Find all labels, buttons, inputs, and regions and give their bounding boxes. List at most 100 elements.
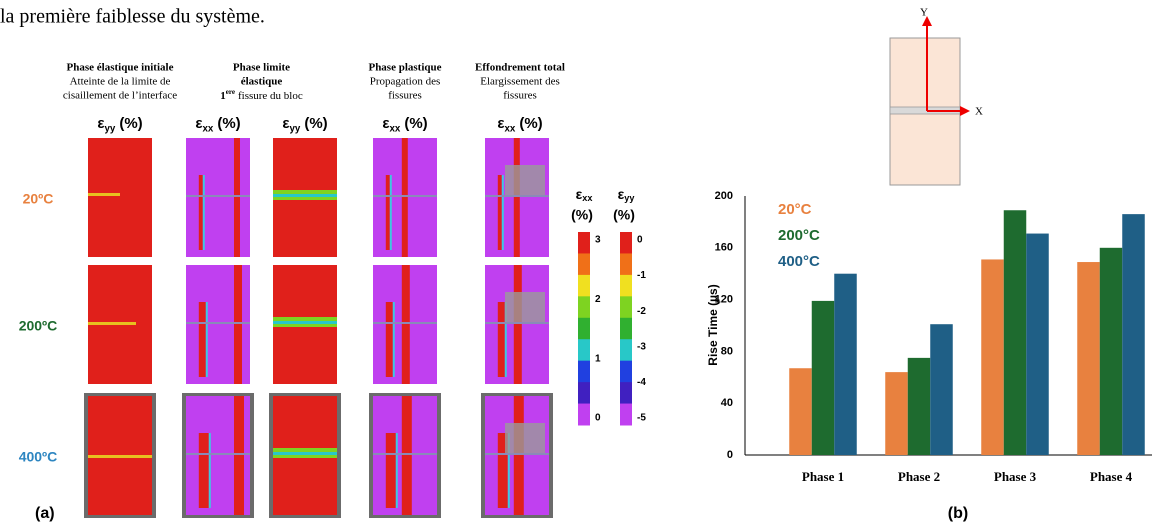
note-rest: fissure du bloc (238, 90, 303, 102)
colorbar-segment (620, 296, 632, 319)
phase-description: Atteinte de la limite de (70, 76, 171, 88)
colorbar-segment (578, 296, 590, 319)
interface-line (485, 322, 549, 324)
crack (198, 433, 209, 508)
y-tick-label: 200 (715, 190, 733, 202)
crack (385, 433, 396, 508)
row-label: 400ºC (19, 449, 58, 465)
bar (1099, 247, 1123, 455)
interface-band (273, 321, 337, 324)
crack (234, 138, 240, 257)
crack (401, 138, 408, 257)
x-tick-label: Phase 2 (898, 469, 940, 484)
colorbar-unit: (%) (613, 207, 635, 223)
colorbar-segment (578, 317, 590, 340)
symbol: ε (618, 186, 625, 202)
crack-edge (501, 175, 504, 250)
bar (789, 368, 812, 455)
symbol: ε (382, 115, 389, 132)
colorbar-segment (578, 232, 590, 254)
phase-description: fissures (503, 90, 537, 102)
crack-edge (389, 175, 392, 250)
panel-label: (b) (948, 505, 968, 522)
subscript: xx (202, 123, 213, 134)
crack (385, 302, 393, 377)
note-sup: ere (226, 88, 235, 96)
colorbar-segment (620, 317, 632, 340)
crack-edge (208, 433, 211, 508)
symbol: ε (195, 115, 202, 132)
crack-edge (395, 433, 398, 508)
crack-edge (507, 433, 510, 508)
bar (1077, 262, 1100, 455)
unit: (%) (217, 115, 240, 132)
unit: (%) (404, 115, 427, 132)
interface-band (273, 194, 337, 197)
y-tick-label: 160 (715, 242, 733, 254)
strain-label: εyy (%) (97, 115, 142, 134)
crack (497, 433, 508, 508)
symbol: ε (576, 186, 583, 202)
phase-description: fissures (388, 90, 422, 102)
colorbar-segment (620, 232, 632, 254)
damaged-zone (505, 423, 545, 453)
colorbar-tick-label: -3 (637, 341, 646, 352)
colorbar-tick-label: -2 (637, 306, 646, 317)
subscript: xx (504, 123, 515, 134)
interface-line (485, 195, 549, 197)
x-tick-label: Phase 1 (802, 469, 844, 484)
arrow-head (922, 16, 932, 26)
symbol: ε (497, 115, 504, 132)
subscript: xx (582, 194, 592, 204)
colorbar-segment (578, 339, 590, 362)
crack (401, 396, 412, 515)
x-tick-label: Phase 4 (1090, 469, 1133, 484)
bar (981, 259, 1004, 455)
bar (1122, 214, 1145, 455)
phase-title: Phase élastique initiale (67, 62, 174, 74)
unit: (%) (519, 115, 542, 132)
colorbar-segment (620, 360, 632, 383)
y-axis-label: Rise Time (µs) (706, 284, 720, 365)
subscript: yy (104, 123, 115, 134)
symbol: ε (97, 115, 104, 132)
y-tick-label: 120 (715, 294, 733, 306)
interface-streak (88, 193, 120, 196)
phase-description: Propagation des (370, 76, 441, 88)
legend-entry: 200°C (778, 227, 820, 244)
phase-description: 1ere fissure du bloc (220, 88, 303, 102)
colorbar-segment (578, 274, 590, 297)
interface-line (186, 453, 250, 455)
body-text: la première faiblesse du système. (0, 6, 265, 28)
crack (234, 265, 242, 384)
phase-title: Effondrement total (475, 62, 565, 74)
bar (885, 372, 908, 455)
panel-label: (a) (35, 505, 55, 522)
colorbar-tick-label: 0 (637, 235, 643, 246)
crack (513, 265, 522, 384)
strain-label: εyy (%) (282, 115, 327, 134)
phase-description: Elargissement des (480, 76, 560, 88)
strain-map (88, 138, 152, 257)
y-tick-label: 80 (721, 345, 733, 357)
axis-name: Y (920, 7, 928, 19)
interface-line (373, 453, 437, 455)
interface-line (186, 322, 250, 324)
arrow-head (960, 106, 970, 116)
colorbar-tick-label: 1 (595, 353, 601, 364)
interface-line (373, 322, 437, 324)
crack (497, 302, 505, 377)
y-tick-label: 0 (727, 449, 733, 461)
phase-title: Phase plastique (368, 62, 441, 74)
row-label: 200ºC (19, 318, 58, 334)
x-tick-label: Phase 3 (994, 469, 1037, 484)
crack (513, 396, 524, 515)
interface-line (485, 453, 549, 455)
colorbar-segment (578, 382, 590, 405)
interface-streak (88, 455, 152, 458)
colorbar-tick-label: 3 (595, 235, 601, 246)
strain-label: εxx (%) (497, 115, 542, 134)
legend-entry: 400°C (778, 253, 820, 270)
unit: (%) (304, 115, 327, 132)
damaged-zone (505, 165, 545, 195)
